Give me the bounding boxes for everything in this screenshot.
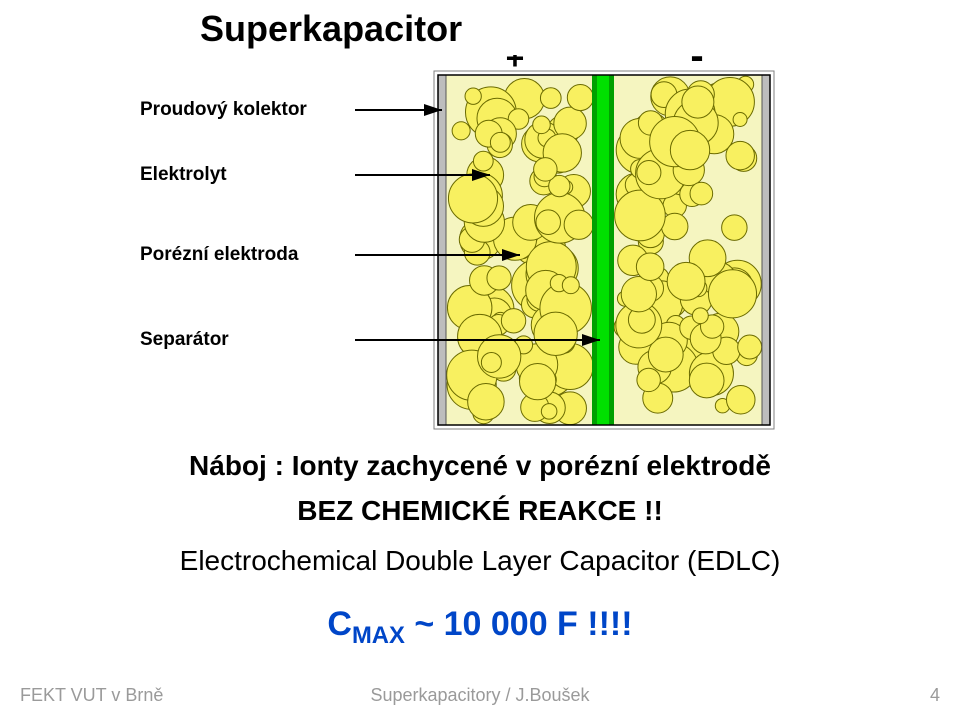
caption-cmax: CMAX ~ 10 000 F !!!! — [0, 605, 960, 650]
caption-edlc: Electrochemical Double Layer Capacitor (… — [0, 545, 960, 577]
label-electrolyte: Elektrolyt — [140, 164, 227, 185]
cmax-rest: ~ 10 000 F !!!! — [405, 605, 633, 643]
page-title: Superkapacitor — [200, 8, 462, 50]
svg-text:+: + — [506, 55, 525, 76]
cmax-prefix: C — [327, 605, 352, 643]
label-electrode: Porézní elektroda — [140, 244, 299, 265]
svg-text:-: - — [690, 55, 703, 78]
diagram-svg: + - Proudový kolektor Elektrolyt Porézní ele… — [130, 55, 830, 435]
supercapacitor-diagram: + - Proudový kolektor Elektrolyt Porézní ele… — [130, 55, 830, 435]
label-collector: Proudový kolektor — [140, 99, 307, 120]
caption-charge: Náboj : Ionty zachycené v porézní elektr… — [0, 450, 960, 482]
caption-no-reaction: BEZ CHEMICKÉ REAKCE !! — [0, 495, 960, 527]
footer-right: 4 — [930, 685, 940, 706]
footer: FEKT VUT v Brně Superkapacitory / J.Bouš… — [20, 685, 940, 706]
label-separator: Separátor — [140, 329, 229, 350]
footer-center: Superkapacitory / J.Boušek — [20, 685, 940, 706]
cmax-sub: MAX — [352, 622, 405, 649]
